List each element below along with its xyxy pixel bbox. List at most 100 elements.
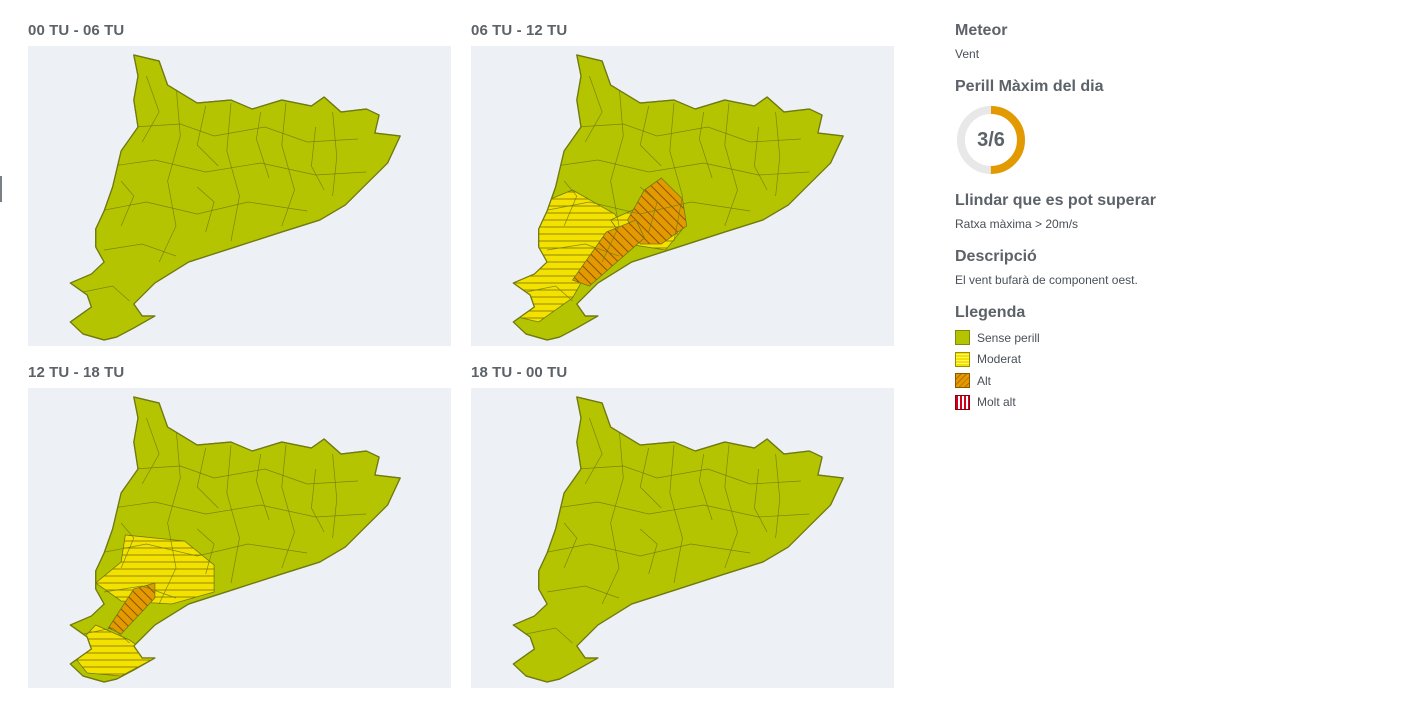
panel-title: 18 TU - 00 TU bbox=[471, 364, 568, 381]
comarca-border bbox=[332, 111, 338, 197]
catalonia-outline bbox=[512, 396, 844, 683]
swatch-molt-alt bbox=[955, 394, 970, 410]
danger-heading: Perill Màxim del dia bbox=[955, 78, 1104, 95]
map-panel-18-00: 18 TU - 00 TU bbox=[471, 362, 894, 688]
comarca-border bbox=[196, 447, 219, 509]
comarca-border bbox=[542, 201, 751, 215]
comarca-border bbox=[639, 105, 662, 167]
scroll-edge-marker bbox=[0, 176, 2, 202]
comarca-border bbox=[669, 444, 683, 584]
map-panel-12-18: 12 TU - 18 TU bbox=[28, 362, 451, 688]
catalonia-map[interactable] bbox=[471, 388, 894, 688]
danger-gauge: 3/6 bbox=[955, 104, 1027, 176]
comarca-border bbox=[104, 243, 177, 257]
comarca-border bbox=[133, 465, 358, 485]
threshold-section: Llindar que es pot superar Ratxa màxima … bbox=[955, 190, 1375, 232]
comarca-border bbox=[584, 75, 603, 143]
comarca-border bbox=[601, 426, 624, 605]
catalonia-map-svg bbox=[512, 54, 844, 341]
catalonia-map[interactable] bbox=[28, 388, 451, 688]
danger-level-label: 3/6 bbox=[977, 129, 1005, 151]
info-sidebar: Meteor Vent Perill Màxim del dia 3/6 Lli… bbox=[955, 20, 1375, 427]
comarca-border bbox=[547, 585, 620, 599]
panel-title: 12 TU - 18 TU bbox=[28, 364, 125, 381]
comarca-border bbox=[196, 186, 215, 233]
comarca-border bbox=[332, 453, 338, 539]
legend-heading: Llegenda bbox=[955, 304, 1026, 321]
legend-item-alt: Alt bbox=[955, 370, 1375, 392]
threshold-value: Ratxa màxima > 20m/s bbox=[955, 217, 1079, 231]
comarca-border bbox=[256, 111, 270, 179]
comarca-border bbox=[281, 102, 295, 227]
warning-zone-moderat[interactable] bbox=[95, 534, 215, 605]
legend-section: Llegenda Sense perill Moderat Alt Molt a… bbox=[955, 302, 1375, 413]
map-panel-06-12: 06 TU - 12 TU bbox=[471, 20, 894, 346]
comarca-border bbox=[584, 417, 603, 485]
comarca-border bbox=[724, 444, 738, 569]
panel-title: 00 TU - 06 TU bbox=[28, 22, 125, 39]
swatch-sense-perill bbox=[955, 330, 970, 346]
comarca-border bbox=[563, 522, 578, 569]
comarca-border bbox=[639, 447, 662, 509]
comarca-border bbox=[82, 285, 130, 302]
comarca-border bbox=[141, 75, 160, 143]
comarca-border bbox=[99, 201, 308, 215]
comarca-border bbox=[158, 426, 181, 605]
comarca-border bbox=[754, 468, 768, 533]
comarca-border bbox=[281, 444, 295, 569]
comarca-border bbox=[775, 111, 781, 197]
comarca-border bbox=[226, 102, 240, 242]
comarca-border bbox=[775, 453, 781, 539]
description-section: Descripció El vent bufarà de component o… bbox=[955, 246, 1375, 288]
catalonia-coastline bbox=[512, 54, 844, 341]
comarca-border bbox=[158, 84, 181, 263]
swatch-alt bbox=[955, 373, 970, 389]
warning-zone-alt[interactable] bbox=[571, 219, 645, 287]
comarca-border bbox=[699, 453, 713, 521]
legend-item-sense-perill: Sense perill bbox=[955, 327, 1375, 349]
legend-item-moderat: Moderat bbox=[955, 349, 1375, 371]
comarca-border bbox=[141, 417, 160, 485]
comarca-border bbox=[120, 180, 135, 227]
comarca-border bbox=[576, 123, 801, 143]
comarca-border bbox=[311, 468, 325, 533]
comarca-border bbox=[669, 102, 683, 242]
warning-zone-alt[interactable] bbox=[107, 582, 156, 635]
comarca-border bbox=[82, 627, 130, 644]
danger-section: Perill Màxim del dia 3/6 bbox=[955, 76, 1375, 176]
comarca-border bbox=[256, 453, 270, 521]
comarca-border bbox=[311, 126, 325, 191]
legend-label: Alt bbox=[977, 373, 992, 388]
meteor-heading: Meteor bbox=[955, 22, 1008, 39]
comarca-border bbox=[133, 123, 358, 143]
catalonia-map[interactable] bbox=[471, 46, 894, 346]
catalonia-coastline bbox=[69, 54, 401, 341]
meteor-value: Vent bbox=[955, 47, 980, 61]
swatch-moderat bbox=[955, 351, 970, 367]
comarca-border bbox=[104, 585, 177, 599]
catalonia-outline bbox=[69, 54, 401, 341]
legend-label: Molt alt bbox=[977, 395, 1016, 410]
comarca-border bbox=[542, 543, 751, 557]
comarca-border bbox=[601, 84, 624, 263]
catalonia-map[interactable] bbox=[28, 46, 451, 346]
danger-gauge-ring bbox=[957, 106, 1025, 174]
comarca-border bbox=[576, 465, 801, 485]
comarca-border bbox=[226, 444, 240, 584]
comarca-border bbox=[120, 522, 135, 569]
description-value: El vent bufarà de component oest. bbox=[955, 273, 1138, 287]
catalonia-map-svg bbox=[69, 54, 401, 341]
legend-label: Moderat bbox=[977, 352, 1022, 367]
comarca-border bbox=[525, 627, 573, 644]
comarca-border bbox=[699, 111, 713, 179]
comarca-border bbox=[724, 102, 738, 227]
comarca-border bbox=[196, 528, 215, 575]
comarca-border bbox=[754, 126, 768, 191]
threshold-heading: Llindar que es pot superar bbox=[955, 192, 1156, 209]
legend-label: Sense perill bbox=[977, 330, 1040, 345]
description-heading: Descripció bbox=[955, 248, 1037, 265]
comarca-border bbox=[563, 180, 578, 227]
comarca-border bbox=[555, 159, 810, 176]
comarca-border bbox=[639, 186, 658, 233]
